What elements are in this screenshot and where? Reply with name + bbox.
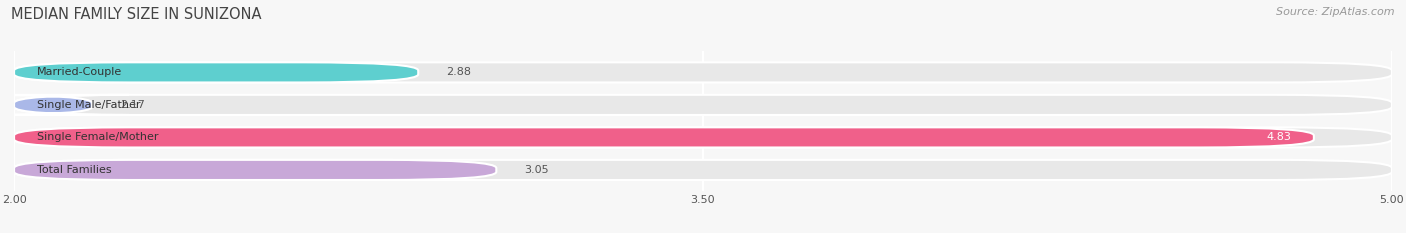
FancyBboxPatch shape <box>14 127 1392 147</box>
Text: Single Male/Father: Single Male/Father <box>37 100 141 110</box>
FancyBboxPatch shape <box>0 95 129 115</box>
FancyBboxPatch shape <box>14 127 1313 147</box>
FancyBboxPatch shape <box>14 160 496 180</box>
Text: MEDIAN FAMILY SIZE IN SUNIZONA: MEDIAN FAMILY SIZE IN SUNIZONA <box>11 7 262 22</box>
FancyBboxPatch shape <box>14 62 418 82</box>
FancyBboxPatch shape <box>14 62 1392 82</box>
Text: 2.17: 2.17 <box>120 100 145 110</box>
Text: Source: ZipAtlas.com: Source: ZipAtlas.com <box>1277 7 1395 17</box>
Text: Single Female/Mother: Single Female/Mother <box>37 132 159 142</box>
FancyBboxPatch shape <box>14 160 1392 180</box>
Text: 3.05: 3.05 <box>524 165 548 175</box>
Text: 4.83: 4.83 <box>1265 132 1291 142</box>
FancyBboxPatch shape <box>14 95 1392 115</box>
Text: Total Families: Total Families <box>37 165 111 175</box>
Text: 2.88: 2.88 <box>446 67 471 77</box>
Text: Married-Couple: Married-Couple <box>37 67 122 77</box>
